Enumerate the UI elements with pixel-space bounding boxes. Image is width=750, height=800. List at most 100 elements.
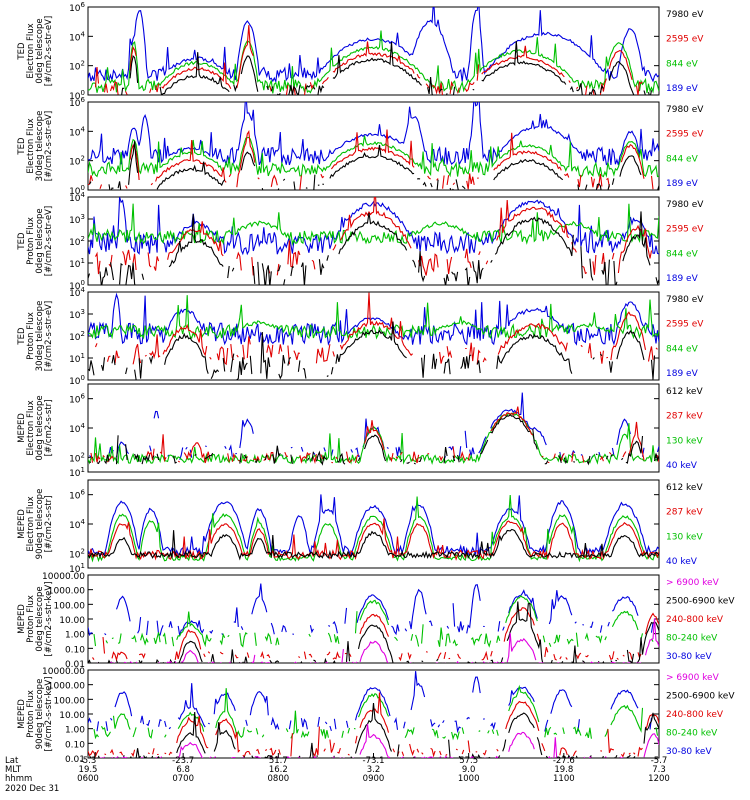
y-tick-exponent: 4: [81, 422, 86, 430]
y-tick-exponent: 4: [81, 286, 86, 294]
legend-entry: 80-240 keV: [666, 729, 718, 739]
y-tick-label: 104: [69, 30, 85, 43]
y-tick-label: 100.00: [54, 601, 86, 611]
series-189-ev: [88, 102, 659, 167]
series-844-ev: [88, 295, 659, 340]
series-189-ev: [88, 197, 659, 256]
y-tick-exponent: 2: [81, 451, 85, 459]
x-tick-label-lat: -27.6: [553, 756, 575, 766]
y-axis-label-line: 0deg telescope: [35, 586, 45, 651]
series-189-ev: [88, 7, 659, 84]
y-tick-base: 10: [69, 158, 81, 168]
y-axis-label-line: TED: [17, 137, 27, 156]
legend-entry: 612 keV: [666, 483, 703, 493]
series-7980-ev: [88, 211, 659, 285]
y-axis-label-line: [#/cm2-s-str-keV]: [44, 677, 54, 752]
y-tick-exponent: 3: [81, 308, 85, 316]
y-tick-label: 100: [69, 89, 85, 102]
x-tick-label-mlt: 16.2: [269, 765, 288, 775]
y-axis-label-line: Proton Flux: [26, 690, 36, 738]
y-tick-exponent: 6: [81, 489, 86, 497]
legend-entry: 844 eV: [666, 344, 699, 354]
y-axis-label-line: [#/cm2-s-str-eV]: [44, 16, 54, 86]
y-tick-label: 104: [69, 125, 85, 138]
series-240-800-kev: [92, 607, 659, 662]
y-axis-label-line: 90deg telescope: [35, 489, 45, 560]
y-axis-label-line: 0deg telescope: [35, 395, 45, 460]
y-tick-base: 10: [69, 492, 81, 502]
y-tick-base: 10: [69, 311, 81, 321]
series-844-ev: [88, 30, 659, 94]
y-tick-exponent: 0: [81, 279, 85, 287]
y-tick-exponent: 6: [81, 1, 86, 9]
y-tick-exponent: 4: [81, 125, 86, 133]
y-tick-base: 10: [69, 63, 81, 73]
y-tick-base: 10: [69, 4, 81, 14]
y-axis-label-line: 0deg telescope: [35, 18, 45, 83]
panel-meped-proton-90deg: 10000.00 1000.00 100.00 10.00 1.00 0.10 0.01 ME…: [17, 667, 735, 765]
y-tick-base: 10: [69, 194, 81, 204]
y-axis-label-line: TED: [17, 42, 27, 61]
y-axis-label-line: 30deg telescope: [35, 111, 45, 182]
legend-entry: 7980 eV: [666, 10, 704, 20]
series-7980-ev: [89, 141, 659, 190]
series-2500-6900-kev: [89, 702, 659, 758]
y-axis-label-line: [#/cm2-s-str-eV]: [44, 206, 54, 276]
x-tick-label-lat: 51.7: [269, 756, 288, 766]
x-tick-label-hhmm: 1200: [648, 774, 670, 784]
y-tick-base: 10: [69, 333, 81, 343]
series-189-ev: [88, 292, 659, 346]
legend-entry: 287 keV: [666, 412, 703, 422]
y-tick-label: 103: [69, 213, 85, 226]
y-tick-label: 0.01: [65, 660, 85, 670]
y-axis-label-line: [#/cm2-s-str-keV]: [44, 582, 54, 657]
y-tick-exponent: 4: [81, 191, 86, 199]
y-tick-base: 10: [69, 33, 81, 43]
y-tick-label: 101: [69, 352, 85, 365]
x-tick-label-mlt: 6.8: [176, 765, 190, 775]
y-tick-label: 100.00: [54, 696, 86, 706]
y-tick-base: 10: [69, 289, 81, 299]
y-tick-exponent: 1: [81, 562, 85, 570]
legend-entry: 7980 eV: [666, 295, 704, 305]
legend-entry: 30-80 keV: [666, 747, 712, 757]
series-2500-6900-kev: [88, 601, 659, 663]
y-axis-label-line: MEPED: [17, 509, 27, 539]
y-tick-label: 104: [69, 518, 85, 531]
y-axis-label-line: 30deg telescope: [35, 301, 45, 372]
plot-frame: [87, 101, 660, 191]
legend-entry: 189 eV: [666, 84, 699, 94]
legend-entry: 240-800 keV: [666, 615, 724, 625]
y-axis-label-line: Electron Flux: [26, 496, 36, 551]
date-label: 2020 Dec 31: [5, 784, 59, 794]
x-tick-label-mlt: 19.5: [79, 765, 98, 775]
x-tick-label-hhmm: 0700: [172, 774, 194, 784]
x-tick-label-lat: -5.7: [651, 756, 668, 766]
legend-entry: 40 keV: [666, 461, 698, 471]
y-tick-base: 10: [69, 377, 81, 387]
x-tick-label-hhmm: 1100: [553, 774, 575, 784]
series-2595-ev: [96, 25, 660, 96]
legend-entry: 287 keV: [666, 508, 703, 518]
y-tick-exponent: 2: [81, 330, 85, 338]
series-844-ev: [88, 203, 659, 247]
legend-entry: 844 eV: [666, 59, 699, 69]
x-tick-label-mlt: 7.3: [652, 765, 666, 775]
y-tick-base: 10: [69, 216, 81, 226]
series-7980-ev: [88, 322, 658, 380]
y-tick-label: 103: [69, 308, 85, 321]
y-tick-label: 102: [69, 60, 85, 73]
y-axis-label-line: [#/cm2-s-str-eV]: [44, 301, 54, 371]
series-2595-ev: [94, 292, 658, 366]
x-tick-label-lat: 57.5: [459, 756, 478, 766]
y-tick-base: 10: [69, 92, 81, 102]
y-tick-base: 10: [69, 550, 81, 560]
y-tick-label: 104: [69, 191, 85, 204]
y-axis-label-line: TED: [17, 232, 27, 251]
legend-entry: 189 eV: [666, 179, 699, 189]
